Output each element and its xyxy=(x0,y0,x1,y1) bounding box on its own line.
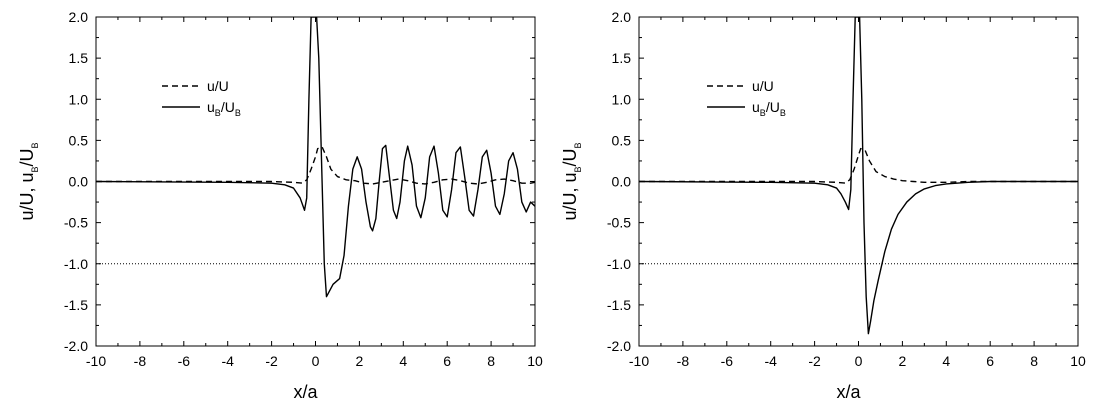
x-tick-label: 0 xyxy=(312,353,320,369)
x-tick-label: 4 xyxy=(399,353,407,369)
chart-panel-right: -10 -8 -6 -4 -2 0 2 4 6 8 10 -2.0 -1.5 -1.0 -0.5 0.0 0.5… xyxy=(543,0,1092,411)
y-tick-label: 1.0 xyxy=(69,91,89,107)
x-tick-label: -6 xyxy=(178,353,191,369)
x-tick-label: -6 xyxy=(721,353,734,369)
x-tick-label: 6 xyxy=(443,353,451,369)
legend-u-over-U-label: u/U xyxy=(752,78,774,94)
x-tick-label: 2 xyxy=(356,353,364,369)
x-tick-label: -10 xyxy=(629,353,649,369)
x-tick-label: 8 xyxy=(487,353,495,369)
x-tick-label: -4 xyxy=(764,353,777,369)
x-tick-label: -2 xyxy=(808,353,821,369)
x-tick-label: 4 xyxy=(942,353,950,369)
y-tick-label: 1.5 xyxy=(612,50,632,66)
x-tick-label: -2 xyxy=(265,353,278,369)
y-tick-label: 2.0 xyxy=(612,9,632,25)
chart-right-svg: -10 -8 -6 -4 -2 0 2 4 6 8 10 -2.0 -1.5 -1.0 -0.5 0.0 0.5… xyxy=(560,9,1086,402)
y-tick-label: -2.0 xyxy=(607,338,631,354)
legend-uB-over-UB-label: uB/UB xyxy=(207,99,241,118)
y-axis-title: u/U, uB/UB xyxy=(17,142,40,220)
series-uB-over-UB-line xyxy=(96,17,535,298)
x-axis-title: x/a xyxy=(293,382,318,402)
y-tick-label: 2.0 xyxy=(69,9,89,25)
legend-uB-over-UB-label: uB/UB xyxy=(752,99,786,118)
y-tick-label: 1.0 xyxy=(612,91,632,107)
y-tick-label: -2.0 xyxy=(64,338,88,354)
x-tick-label: -10 xyxy=(86,353,106,369)
series-u-over-U-line xyxy=(639,147,1078,184)
y-tick-label: -1.5 xyxy=(64,297,88,313)
x-tick-label: -8 xyxy=(134,353,147,369)
y-tick-label: -1.5 xyxy=(607,297,631,313)
y-tick-label: -1.0 xyxy=(64,256,88,272)
y-tick-label: -1.0 xyxy=(607,256,631,272)
y-tick-label: 0.5 xyxy=(612,132,632,148)
y-tick-label: 0.0 xyxy=(612,174,632,190)
chart-panel-left: -10 -8 -6 -4 -2 0 2 4 6 8 10 -2.0 -1.5 -1.0 -0.5 0.0 0.5… xyxy=(17,9,543,402)
x-tick-label: -4 xyxy=(221,353,234,369)
y-axis-title: u/U, uB/UB xyxy=(560,142,583,220)
series-u-over-U-line xyxy=(96,146,535,185)
x-axis-title: x/a xyxy=(836,382,861,402)
legend-u-over-U-label: u/U xyxy=(207,78,229,94)
x-tick-label: 8 xyxy=(1030,353,1038,369)
series-uB-over-UB-line xyxy=(639,17,1078,335)
x-tick-label: 10 xyxy=(527,353,543,369)
x-tick-label: -8 xyxy=(677,353,690,369)
x-tick-label: 10 xyxy=(1070,353,1086,369)
x-tick-label: 2 xyxy=(899,353,907,369)
y-tick-label: 1.5 xyxy=(69,50,89,66)
y-tick-label: 0.5 xyxy=(69,132,89,148)
chart-left-svg: -10 -8 -6 -4 -2 0 2 4 6 8 10 -2.0 -1.5 -1.0 -0.5 0.0 0.5… xyxy=(17,9,543,402)
y-tick-label: -0.5 xyxy=(64,215,88,231)
y-tick-label: -0.5 xyxy=(607,215,631,231)
x-tick-label: 6 xyxy=(986,353,994,369)
x-tick-label: 0 xyxy=(855,353,863,369)
y-tick-label: 0.0 xyxy=(69,174,89,190)
